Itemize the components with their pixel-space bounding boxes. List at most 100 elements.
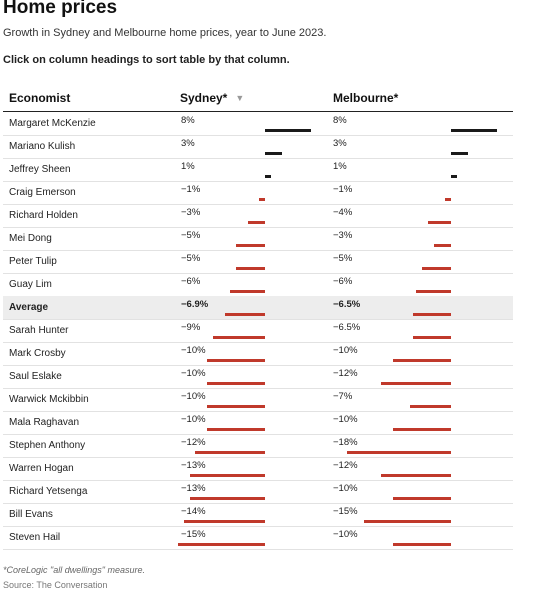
melbourne-value: −7%	[333, 391, 353, 402]
column-header-sydney[interactable]: Sydney* ▼	[180, 91, 244, 105]
table-header: Economist Sydney* ▼ Melbourne*	[3, 84, 513, 112]
melbourne-bar	[381, 474, 451, 477]
melbourne-bar	[416, 290, 451, 293]
sydney-value: −10%	[181, 368, 206, 379]
table-row: Richard Yetsenga −13% −10%	[3, 480, 513, 504]
melbourne-value: −3%	[333, 230, 353, 241]
melbourne-value: 8%	[333, 115, 347, 126]
melbourne-value: −4%	[333, 207, 353, 218]
melbourne-value: −6.5%	[333, 322, 361, 333]
sydney-value: −6%	[181, 276, 201, 287]
sydney-value: −5%	[181, 230, 201, 241]
footnote: *CoreLogic "all dwellings" measure.	[3, 565, 145, 575]
table-row: Steven Hail −15% −10%	[3, 526, 513, 550]
table-row: Mariano Kulish 3% 3%	[3, 135, 513, 159]
column-header-economist-label: Economist	[9, 91, 71, 105]
table-row: Sarah Hunter −9% −6.5%	[3, 319, 513, 343]
table-row: Guay Lim −6% −6%	[3, 273, 513, 297]
melbourne-value: −10%	[333, 345, 358, 356]
sydney-bar	[212, 336, 265, 339]
melbourne-bar	[393, 543, 451, 546]
melbourne-value: −10%	[333, 483, 358, 494]
melbourne-value: −10%	[333, 529, 358, 540]
sydney-bar	[195, 451, 265, 454]
sydney-value: 1%	[181, 161, 195, 172]
page-subtitle: Growth in Sydney and Melbourne home pric…	[3, 27, 327, 39]
economist-name: Guay Lim	[9, 279, 52, 290]
column-header-sydney-label: Sydney*	[180, 91, 228, 105]
economist-name: Craig Emerson	[9, 187, 76, 198]
sydney-bar	[189, 497, 265, 500]
melbourne-value: −12%	[333, 460, 358, 471]
economist-name: Mark Crosby	[9, 348, 66, 359]
column-header-melbourne[interactable]: Melbourne*	[333, 91, 398, 105]
economist-name: Average	[9, 302, 49, 313]
sydney-bar	[265, 152, 283, 155]
sydney-bar	[265, 175, 271, 178]
sydney-bar	[207, 359, 265, 362]
economist-name: Saul Eslake	[9, 371, 62, 382]
sydney-bar	[178, 543, 265, 546]
melbourne-bar	[364, 520, 451, 523]
economist-name: Sarah Hunter	[9, 325, 69, 336]
table-row: Jeffrey Sheen 1% 1%	[3, 158, 513, 182]
sydney-value: −10%	[181, 414, 206, 425]
melbourne-bar	[451, 129, 498, 132]
economist-name: Warwick Mckibbin	[9, 394, 89, 405]
sydney-value: −6.9%	[181, 299, 209, 310]
melbourne-bar	[433, 244, 451, 247]
melbourne-bar	[410, 405, 451, 408]
sydney-value: −5%	[181, 253, 201, 264]
melbourne-bar	[346, 451, 451, 454]
sydney-value: −9%	[181, 322, 201, 333]
sydney-bar	[183, 520, 265, 523]
melbourne-value: −10%	[333, 414, 358, 425]
sydney-bar	[224, 313, 265, 316]
table-row: Craig Emerson −1% −1%	[3, 181, 513, 205]
economist-name: Steven Hail	[9, 532, 61, 543]
melbourne-value: −18%	[333, 437, 358, 448]
melbourne-bar	[393, 428, 451, 431]
sydney-bar	[259, 198, 265, 201]
sydney-value: −15%	[181, 529, 206, 540]
sydney-bar	[207, 405, 265, 408]
table-row: Mark Crosby −10% −10%	[3, 342, 513, 366]
melbourne-bar	[381, 382, 451, 385]
economist-name: Richard Yetsenga	[9, 486, 88, 497]
economist-name: Margaret McKenzie	[9, 118, 96, 129]
sort-instruction: Click on column headings to sort table b…	[3, 54, 290, 66]
table-row: Saul Eslake −10% −12%	[3, 365, 513, 389]
table-row: Richard Holden −3% −4%	[3, 204, 513, 228]
sydney-value: −1%	[181, 184, 201, 195]
sydney-bar	[189, 474, 265, 477]
melbourne-bar	[445, 198, 451, 201]
melbourne-value: −5%	[333, 253, 353, 264]
column-header-melbourne-label: Melbourne*	[333, 91, 399, 105]
table-row: Peter Tulip −5% −5%	[3, 250, 513, 274]
column-header-economist[interactable]: Economist	[9, 91, 70, 105]
economist-name: Mariano Kulish	[9, 141, 76, 152]
sydney-value: 8%	[181, 115, 195, 126]
table-row: Mei Dong −5% −3%	[3, 227, 513, 251]
economist-name: Mala Raghavan	[9, 417, 80, 428]
source-credit: Source: The Conversation	[3, 580, 108, 590]
melbourne-value: −15%	[333, 506, 358, 517]
melbourne-value: −12%	[333, 368, 358, 379]
sydney-value: −13%	[181, 460, 206, 471]
melbourne-value: 3%	[333, 138, 347, 149]
melbourne-value: −6%	[333, 276, 353, 287]
sydney-bar	[207, 382, 265, 385]
sydney-bar	[247, 221, 265, 224]
sydney-bar	[236, 244, 265, 247]
table-row: Warwick Mckibbin −10% −7%	[3, 388, 513, 412]
melbourne-bar	[422, 267, 451, 270]
sydney-value: −12%	[181, 437, 206, 448]
table-row: Stephen Anthony −12% −18%	[3, 434, 513, 458]
economist-name: Jeffrey Sheen	[9, 164, 71, 175]
melbourne-value: 1%	[333, 161, 347, 172]
melbourne-bar	[393, 359, 451, 362]
melbourne-bar	[393, 497, 451, 500]
sydney-value: −10%	[181, 391, 206, 402]
page-title: Home prices	[3, 0, 118, 18]
economist-name: Bill Evans	[9, 509, 53, 520]
